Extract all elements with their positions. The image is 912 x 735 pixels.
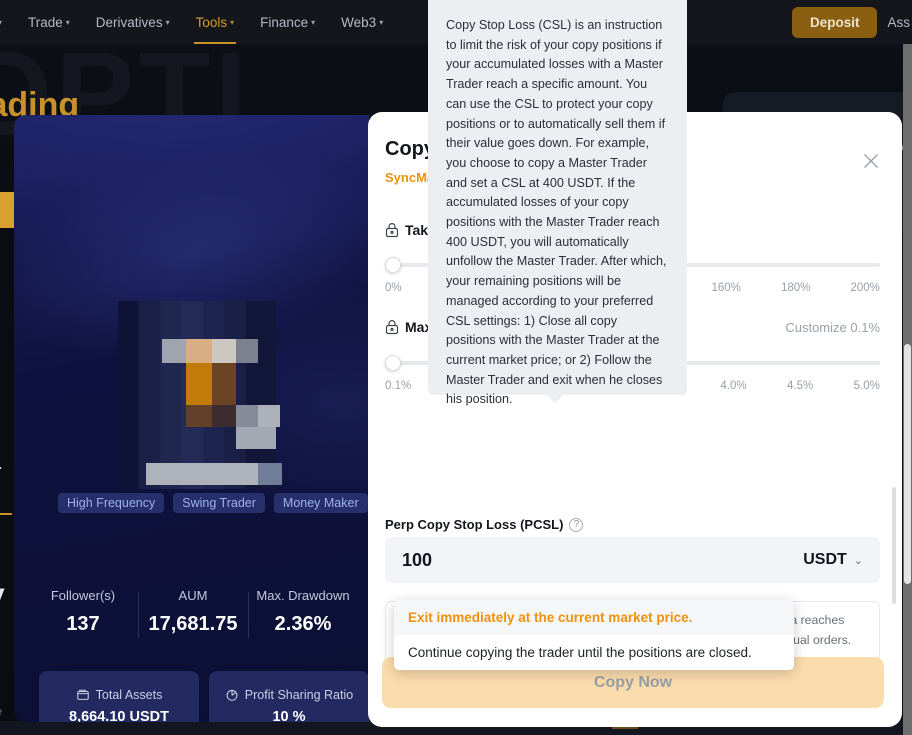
chevron-down-icon: ▾ <box>311 18 316 27</box>
nav-item-tools[interactable]: Tools ▾ <box>183 0 248 44</box>
deposit-button[interactable]: Deposit <box>791 6 878 38</box>
profit-sharing-header: Profit Sharing Ratio <box>225 688 353 702</box>
csl-tooltip: Copy Stop Loss (CSL) is an instruction t… <box>428 0 687 406</box>
trader-stats: Follower(s) 137 AUM 17,681.75 Max. Drawd… <box>28 588 358 638</box>
nav-item-0[interactable]: ▾ <box>0 0 15 44</box>
chevron-down-icon: ▾ <box>165 18 170 27</box>
take-profit-slider-knob[interactable] <box>385 257 401 273</box>
max-field-label: Max <box>405 319 433 335</box>
dropdown-option-exit-immediately[interactable]: Exit immediately at the current market p… <box>394 600 794 635</box>
modal-scrollbar[interactable] <box>892 487 896 604</box>
close-icon[interactable] <box>860 150 882 172</box>
take-profit-label-group: Tak <box>385 222 428 238</box>
tick-label: 5.0% <box>853 380 880 392</box>
stat-label: AUM <box>178 588 208 603</box>
tick-label: 4.5% <box>787 380 814 392</box>
navbar-actions: Deposit Ass <box>791 6 912 38</box>
pcsl-unit-select[interactable]: USDT ⌄ <box>803 551 863 569</box>
assets-link[interactable]: Ass <box>887 14 910 30</box>
max-field-slider-knob[interactable] <box>385 355 401 371</box>
chevron-down-icon: ▾ <box>0 18 3 27</box>
pcsl-input[interactable] <box>402 549 742 571</box>
total-assets-value: 8,664.10 USDT <box>69 708 169 723</box>
nav-item-label: Web3 <box>341 14 377 30</box>
modal-subtitle: SyncMa <box>385 170 435 185</box>
chevron-down-icon: ▾ <box>65 18 70 27</box>
trader-avatar <box>118 301 282 489</box>
pcsl-input-wrapper[interactable]: USDT ⌄ <box>385 537 880 583</box>
wallet-icon <box>76 688 90 702</box>
pcsl-unit-label: USDT <box>803 551 847 568</box>
trader-profile-panel: High Frequency Swing Trader Money Maker … <box>14 115 369 722</box>
trader-info-cards: Total Assets 8,664.10 USDT Profit Sharin… <box>39 671 369 722</box>
nav-item-trade[interactable]: Trade ▾ <box>15 0 83 44</box>
nav-item-label: Derivatives <box>95 14 163 30</box>
profit-sharing-card: Profit Sharing Ratio 10 % <box>209 671 369 722</box>
lock-icon <box>385 222 399 238</box>
total-assets-card: Total Assets 8,664.10 USDT <box>39 671 199 722</box>
stat-value: 2.36% <box>274 613 332 635</box>
modal-title: Copy <box>385 138 435 160</box>
stat-value: 17,681.75 <box>148 613 238 635</box>
nav-item-label: Finance <box>260 14 309 30</box>
dropdown-option-continue-copying[interactable]: Continue copying the trader until the po… <box>408 645 752 660</box>
trader-tag: High Frequency <box>58 493 165 513</box>
trader-tags: High Frequency Swing Trader Money Maker <box>58 493 368 513</box>
remaining-positions-dropdown: Exit immediately at the current market p… <box>394 600 794 670</box>
chevron-down-icon: ⌄ <box>853 554 863 567</box>
customize-link[interactable]: Customize 0.1% <box>785 319 880 335</box>
max-field-row: Max Customize 0.1% <box>385 319 880 335</box>
profit-sharing-label: Profit Sharing Ratio <box>244 687 354 702</box>
stat-value: 137 <box>66 613 100 635</box>
trader-tag: Money Maker <box>273 493 368 513</box>
tick-label: 180% <box>780 282 811 294</box>
stat-label: Max. Drawdown <box>256 588 350 603</box>
total-assets-label: Total Assets <box>95 687 163 702</box>
pcsl-label: Perp Copy Stop Loss (PCSL) <box>385 517 564 532</box>
tick-label: 4.0% <box>720 380 747 392</box>
tick-label: 160% <box>711 282 741 294</box>
nav-item-finance[interactable]: Finance ▾ <box>247 0 328 44</box>
stat-followers: Follower(s) 137 <box>28 588 138 636</box>
tick-label: 0% <box>385 282 402 294</box>
navbar-menu: ▾ Trade ▾ Derivatives ▾ Tools ▾ Finance … <box>0 0 396 44</box>
bg-left-divider <box>0 513 12 515</box>
nav-item-label: Trade <box>28 14 63 30</box>
page-scrollbar[interactable] <box>903 44 912 735</box>
stat-aum: AUM 17,681.75 <box>138 588 248 638</box>
chevron-down-icon: ▾ <box>379 18 384 27</box>
take-profit-label: Tak <box>405 222 429 238</box>
nav-item-label: Tools <box>195 14 228 30</box>
nav-item-derivatives[interactable]: Derivatives ▾ <box>83 0 183 44</box>
tick-label: 200% <box>850 282 880 294</box>
tick-label: 0.1% <box>385 380 412 392</box>
nav-item-web3[interactable]: Web3 ▾ <box>328 0 396 44</box>
pie-chart-icon <box>225 688 239 702</box>
take-profit-row: Tak <box>385 222 880 238</box>
lock-icon <box>385 319 399 335</box>
chevron-down-icon: ▾ <box>230 18 235 27</box>
stat-max-drawdown: Max. Drawdown 2.36% <box>248 588 358 638</box>
profit-sharing-value: 10 % <box>272 708 306 723</box>
bg-left-text-d: e <box>0 706 2 718</box>
question-circle-icon[interactable]: ? <box>569 517 584 532</box>
page-scrollbar-thumb[interactable] <box>904 344 911 584</box>
pcsl-label-group: Perp Copy Stop Loss (PCSL) ? <box>385 517 584 532</box>
bg-left-text-c: y <box>0 578 5 612</box>
max-field-label-group: Max <box>385 319 432 335</box>
total-assets-header: Total Assets <box>76 687 163 702</box>
bg-left-text-b: a <box>0 452 1 475</box>
stat-label: Follower(s) <box>50 588 116 603</box>
trader-tag: Swing Trader <box>173 493 265 513</box>
